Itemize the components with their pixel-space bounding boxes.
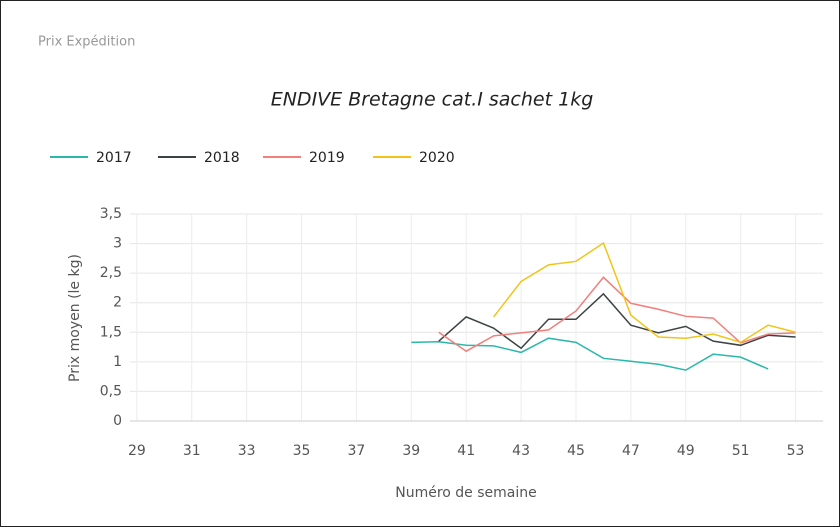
- y-axis-label: Prix moyen (le kg): [67, 254, 83, 382]
- x-tick-label: 47: [622, 443, 640, 459]
- x-tick-label: 51: [732, 443, 750, 459]
- y-tick-label: 0: [113, 413, 122, 429]
- x-tick-label: 39: [402, 443, 420, 459]
- y-tick-label: 3: [113, 236, 122, 252]
- chart-title: ENDIVE Bretagne cat.I sachet 1kg: [271, 89, 594, 111]
- y-tick-label: 1,5: [100, 324, 122, 340]
- series-line: [493, 241, 796, 344]
- series-line: [438, 292, 796, 350]
- x-tick-label: 41: [457, 443, 475, 459]
- x-tick-label: 37: [348, 443, 366, 459]
- x-axis-label: Numéro de semaine: [395, 485, 537, 501]
- x-tick-label: 45: [567, 443, 585, 459]
- y-tick-label: 3,5: [100, 206, 122, 222]
- x-tick-label: 43: [512, 443, 530, 459]
- x-tick-label: 29: [128, 443, 146, 459]
- series-line: [411, 337, 769, 371]
- legend-label: 2018: [204, 150, 240, 166]
- y-tick-label: 2,5: [100, 265, 122, 281]
- x-tick-label: 33: [238, 443, 256, 459]
- series-line: [438, 276, 796, 353]
- legend-label: 2017: [96, 150, 132, 166]
- x-tick-label: 31: [183, 443, 201, 459]
- x-tick-label: 35: [293, 443, 311, 459]
- y-tick-label: 1: [113, 354, 122, 370]
- header: Prix Expédition: [38, 35, 135, 50]
- x-tick-label: 53: [787, 443, 805, 459]
- y-tick-label: 0,5: [100, 383, 122, 399]
- y-tick-label: 2: [113, 295, 122, 311]
- legend-label: 2019: [309, 150, 345, 166]
- legend-label: 2020: [419, 150, 455, 166]
- x-tick-label: 49: [677, 443, 695, 459]
